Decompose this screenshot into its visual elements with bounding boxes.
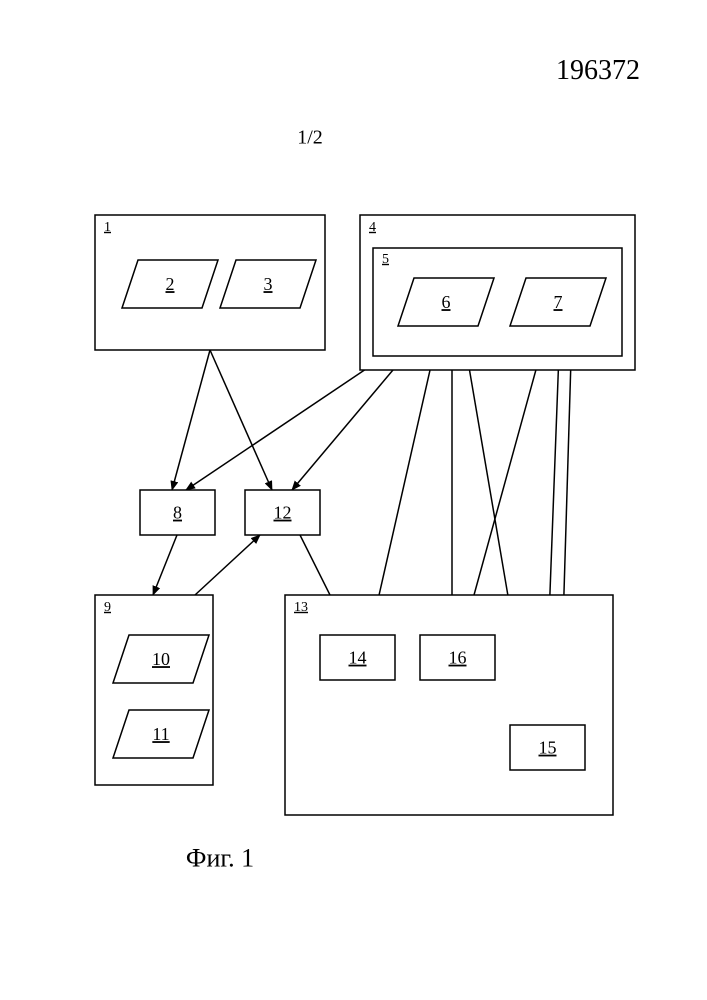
container-label-13: 13 (294, 600, 308, 615)
document-id: 196372 (556, 55, 640, 86)
edge-9 (463, 326, 548, 635)
rect-label-14: 14 (349, 648, 367, 668)
parallelogram-7: 7 (510, 278, 606, 326)
parallelogram-label-3: 3 (264, 274, 273, 294)
page-number: 1/2 (297, 127, 323, 149)
container-13: 13 (285, 595, 613, 815)
rect-label-8: 8 (173, 503, 182, 523)
container-label-1: 1 (104, 220, 111, 235)
rect-15: 15 (510, 725, 585, 770)
rect-16: 16 (420, 635, 495, 680)
parallelogram-2: 2 (122, 260, 218, 308)
container-label-5: 5 (382, 252, 389, 267)
rect-14: 14 (320, 635, 395, 680)
rect-8: 8 (140, 490, 215, 535)
edge-0 (172, 350, 210, 490)
parallelogram-3: 3 (220, 260, 316, 308)
rect-label-16: 16 (449, 648, 467, 668)
parallelogram-label-2: 2 (166, 274, 175, 294)
container-label-4: 4 (369, 220, 376, 235)
figure-diagram: 196372 1/2 145913 23671011812141615 Фиг.… (0, 0, 707, 1000)
rect-label-15: 15 (539, 738, 557, 758)
edge-7 (370, 326, 440, 635)
container-label-9: 9 (104, 600, 111, 615)
parallelogram-10: 10 (113, 635, 209, 683)
parallelogram-label-10: 10 (152, 649, 170, 669)
parallelogram-6: 6 (398, 278, 494, 326)
parallelogram-label-6: 6 (442, 292, 451, 312)
edge-4 (153, 535, 177, 595)
edge-5 (195, 535, 260, 595)
rect-12: 12 (245, 490, 320, 535)
edge-1 (210, 350, 272, 490)
parallelogram-label-7: 7 (554, 292, 563, 312)
parallelogram-label-11: 11 (152, 724, 169, 744)
rect-label-12: 12 (274, 503, 292, 523)
parallelogram-11: 11 (113, 710, 209, 758)
figure-caption: Фиг. 1 (186, 843, 254, 872)
